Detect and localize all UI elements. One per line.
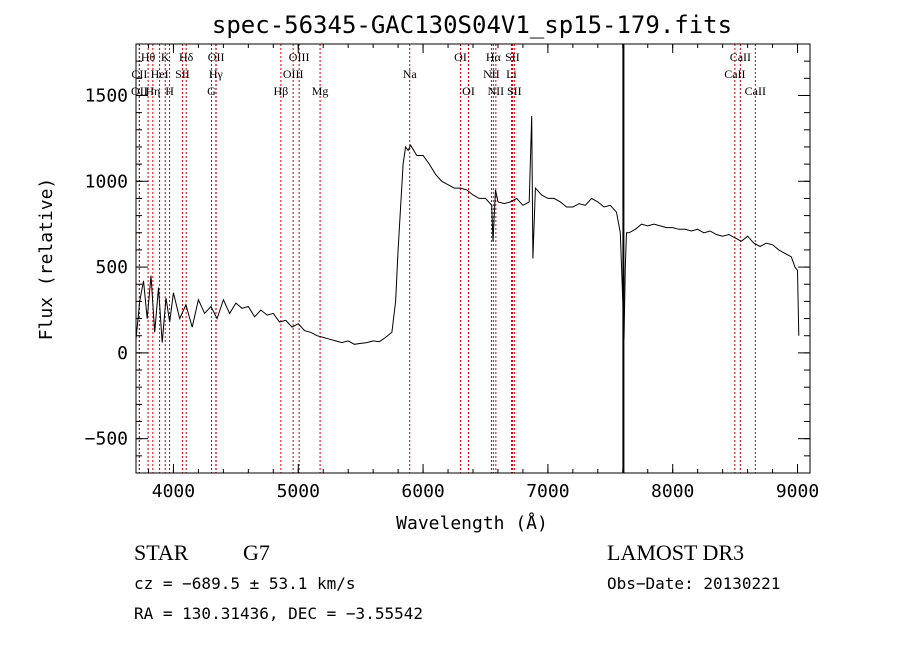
spectral-line-label: SII (505, 50, 520, 64)
obs-date-text: Obs−Date: 20130221 (607, 574, 780, 593)
y-tick-label: 1500 (85, 85, 128, 106)
x-tick-label: 6000 (401, 481, 444, 502)
spectral-line-label: OIII (289, 50, 310, 64)
y-tick-label: −500 (85, 429, 128, 450)
object-subclass: G7 (243, 540, 270, 565)
y-tick-label: 0 (117, 343, 128, 364)
spectral-line-label: Li (506, 67, 517, 81)
y-axis-ticks: −500 0 500 1000 1500 (85, 43, 810, 474)
x-axis-label: Wavelength (Å) (396, 512, 548, 534)
spectral-line-label: Hθ (141, 50, 156, 64)
x-tick-label: 4000 (152, 481, 195, 502)
plot-frame (135, 43, 811, 474)
spectral-line-label: CII (131, 67, 147, 81)
y-tick-label: 1000 (85, 171, 128, 192)
redshift-text: cz = −689.5 ± 53.1 km/s (134, 574, 356, 593)
chart-title: spec-56345-GAC130S04V1_sp15-179.fits (212, 11, 732, 39)
spectral-line-label: Hη (145, 84, 160, 98)
spectral-line-label: G (207, 84, 216, 98)
spectral-line-markers (138, 44, 756, 473)
spectral-line-label: OI (454, 50, 467, 64)
x-tick-label: 7000 (526, 481, 569, 502)
object-class: STAR (134, 540, 189, 565)
spectral-line-label: OIII (283, 67, 304, 81)
spectral-line-label: Hδ (179, 50, 194, 64)
spectral-line-label: NII (488, 84, 505, 98)
spectral-line-label: CaII (730, 50, 751, 64)
spectral-line-label: OII (131, 84, 148, 98)
spectral-line-label: OI (462, 84, 475, 98)
spectral-line-label: H (165, 84, 174, 98)
survey-name: LAMOST DR3 (607, 540, 744, 565)
y-tick-label: 500 (95, 257, 128, 278)
spectral-line-label: NII (483, 67, 500, 81)
spectral-line-label: CaII (745, 84, 766, 98)
x-tick-label: 5000 (277, 481, 320, 502)
spectral-line-label: HeI (151, 67, 169, 81)
x-axis-ticks: 4000 5000 6000 7000 8000 9000 (147, 44, 819, 502)
spectral-line-label: Hβ (274, 84, 289, 98)
coordinates-text: RA = 130.31436, DEC = −3.55542 (134, 604, 423, 623)
spectral-line-label: CaII (724, 67, 745, 81)
spectral-line-label: Hα (486, 50, 502, 64)
spectral-line-label: SII (175, 67, 190, 81)
spectral-line-label: OII (208, 50, 225, 64)
x-tick-label: 8000 (651, 481, 694, 502)
spectral-line-label: Hγ (209, 67, 224, 81)
spectrum-series-line (135, 116, 800, 345)
spectral-line-label: Mg (312, 84, 329, 98)
y-axis-label: Flux (relative) (36, 178, 57, 341)
spectral-line-label: SII (507, 84, 522, 98)
x-tick-label: 9000 (776, 481, 819, 502)
spectral-line-label: K (161, 50, 170, 64)
spectral-line-label: Na (403, 67, 418, 81)
